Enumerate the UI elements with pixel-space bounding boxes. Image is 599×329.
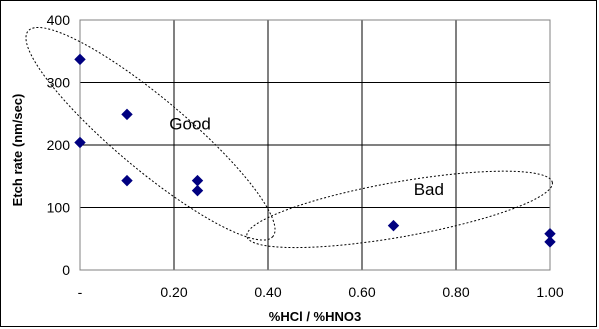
data-point	[544, 236, 556, 248]
data-point	[191, 174, 204, 187]
x-tick-label: 0.80	[442, 284, 469, 300]
annotation-bad: Bad	[414, 180, 444, 199]
group-ellipses	[25, 26, 553, 249]
data-point	[74, 53, 86, 66]
y-tick-label: 200	[47, 137, 71, 153]
x-axis-title: %HCl / %HNO3	[269, 309, 361, 324]
data-point	[121, 174, 133, 187]
y-tick-labels: 0 100 200 300 400	[47, 12, 71, 278]
gridlines	[79, 19, 551, 271]
x-tick-label: 0.40	[254, 284, 281, 300]
x-tick-labels: - 0.20 0.40 0.60 0.80 1.00	[78, 284, 564, 300]
group-ellipse-good	[25, 26, 276, 241]
data-point	[387, 219, 400, 232]
y-axis-title: Etch rate (nm/sec)	[10, 94, 25, 207]
data-point	[191, 184, 204, 197]
x-tick-label: 0.20	[160, 284, 187, 300]
y-tick-label: 100	[47, 200, 71, 216]
data-points	[74, 53, 556, 248]
y-tick-label: 400	[47, 12, 71, 28]
x-tick-label: -	[78, 284, 83, 300]
y-tick-label: 0	[62, 262, 70, 278]
data-point	[121, 108, 133, 121]
annotation-good: Good	[169, 114, 211, 133]
group-ellipse-bad	[246, 170, 553, 249]
data-point	[74, 136, 86, 149]
annotations: Good Bad	[169, 114, 444, 199]
x-tick-label: 0.60	[348, 284, 375, 300]
x-tick-label: 1.00	[536, 284, 563, 300]
y-tick-label: 300	[47, 75, 71, 91]
